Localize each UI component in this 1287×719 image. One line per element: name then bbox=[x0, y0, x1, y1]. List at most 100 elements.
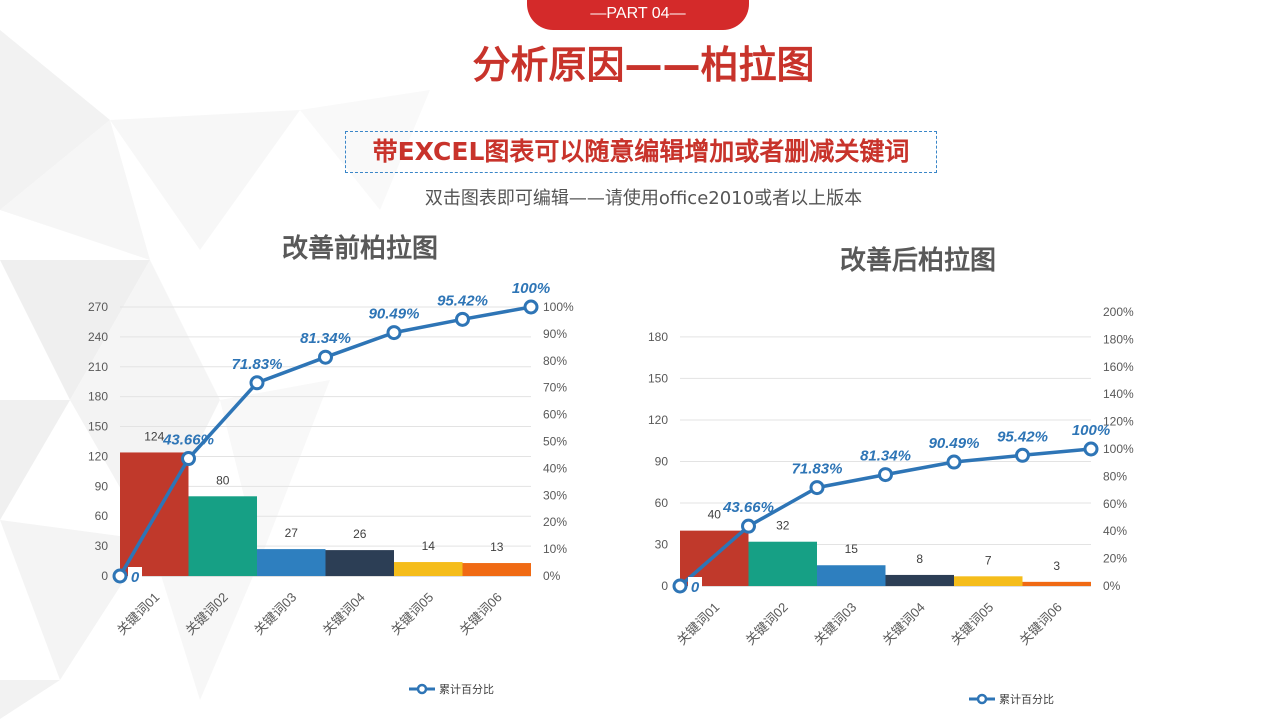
y-tick-label: 180 bbox=[88, 390, 108, 404]
y2-tick-label: 80% bbox=[543, 354, 567, 368]
bar bbox=[325, 550, 394, 576]
cumulative-label: 95.42% bbox=[437, 292, 488, 309]
part-tab: —PART 04— bbox=[527, 0, 749, 30]
y-tick-label: 60 bbox=[95, 509, 109, 523]
page-title: 分析原因——柏拉图 bbox=[472, 43, 815, 87]
cumulative-label: 90.49% bbox=[929, 435, 980, 452]
cumulative-label: 43.66% bbox=[722, 499, 774, 516]
y-tick-label: 90 bbox=[95, 479, 109, 493]
cumulative-label: 43.66% bbox=[162, 432, 214, 449]
bar-value-label: 26 bbox=[353, 527, 367, 541]
y-tick-label: 90 bbox=[655, 454, 669, 468]
y-tick-label: 30 bbox=[655, 537, 669, 551]
bar-value-label: 3 bbox=[1053, 559, 1060, 573]
cumulative-point bbox=[455, 311, 470, 327]
y-tick-label: 210 bbox=[88, 360, 108, 374]
cumulative-point bbox=[249, 375, 265, 391]
bar bbox=[954, 576, 1023, 586]
cumulative-label: 90.49% bbox=[369, 306, 420, 323]
y2-tick-label: 100% bbox=[1103, 442, 1134, 456]
cumulative-point bbox=[1015, 447, 1030, 463]
cumulative-label: 100% bbox=[1072, 422, 1110, 439]
cumulative-label: 100% bbox=[512, 280, 550, 297]
bar bbox=[257, 549, 326, 576]
y2-tick-label: 200% bbox=[1103, 305, 1134, 319]
category-label: 关键词03 bbox=[811, 600, 859, 648]
y-tick-label: 150 bbox=[648, 371, 668, 385]
cumulative-label: 0 bbox=[691, 579, 700, 596]
y2-tick-label: 80% bbox=[1103, 469, 1127, 483]
cumulative-point bbox=[318, 349, 333, 365]
y2-tick-label: 0% bbox=[1103, 579, 1121, 593]
bar bbox=[817, 565, 886, 586]
y2-tick-label: 20% bbox=[1103, 552, 1127, 566]
cumulative-point bbox=[878, 467, 893, 483]
subtitle-box: 带EXCEL图表可以随意编辑增加或者删减关键词 bbox=[345, 131, 937, 173]
bar-value-label: 15 bbox=[845, 542, 859, 556]
bar-value-label: 8 bbox=[916, 552, 923, 566]
bar-value-label: 40 bbox=[708, 508, 722, 522]
y2-tick-label: 60% bbox=[1103, 497, 1127, 511]
bar-value-label: 13 bbox=[490, 540, 504, 554]
cumulative-point bbox=[1083, 441, 1099, 457]
bar-value-label: 7 bbox=[985, 553, 992, 567]
y2-tick-label: 0% bbox=[543, 569, 561, 583]
y-tick-label: 180 bbox=[648, 330, 668, 344]
bar-value-label: 27 bbox=[285, 526, 299, 540]
category-label: 关键词01 bbox=[674, 600, 722, 648]
bar bbox=[394, 562, 463, 576]
y-tick-label: 30 bbox=[95, 539, 109, 553]
cumulative-point bbox=[112, 568, 128, 584]
y-tick-label: 0 bbox=[661, 579, 668, 593]
y-tick-label: 0 bbox=[101, 569, 108, 583]
bar-value-label: 124 bbox=[144, 429, 164, 443]
y2-tick-label: 50% bbox=[543, 435, 567, 449]
edit-note: 双击图表即可编辑——请使用office2010或者以上版本 bbox=[424, 188, 863, 209]
chart-title-before: 改善前柏拉图 bbox=[281, 234, 438, 264]
cumulative-point bbox=[386, 325, 402, 341]
cumulative-point bbox=[672, 578, 688, 594]
cumulative-point bbox=[946, 454, 962, 470]
y-tick-label: 150 bbox=[88, 420, 108, 434]
legend-marker-icon bbox=[416, 683, 428, 695]
y-tick-label: 270 bbox=[88, 300, 108, 314]
bar bbox=[188, 496, 257, 576]
y2-tick-label: 20% bbox=[543, 515, 567, 529]
cumulative-point bbox=[741, 518, 756, 534]
category-label: 关键词04 bbox=[879, 600, 927, 648]
cumulative-label: 0 bbox=[131, 569, 140, 586]
y2-tick-label: 120% bbox=[1103, 415, 1134, 429]
bar-value-label: 14 bbox=[422, 539, 436, 553]
category-label: 关键词06 bbox=[1016, 600, 1064, 648]
y-tick-label: 60 bbox=[655, 496, 669, 510]
bar bbox=[748, 541, 817, 586]
y-tick-label: 240 bbox=[88, 330, 108, 344]
cumulative-label: 71.83% bbox=[232, 356, 283, 373]
y2-tick-label: 180% bbox=[1103, 332, 1134, 346]
bar-value-label: 80 bbox=[216, 473, 230, 487]
cumulative-label: 81.34% bbox=[300, 330, 351, 347]
cumulative-point bbox=[523, 299, 539, 315]
cumulative-label: 71.83% bbox=[792, 461, 843, 478]
y2-tick-label: 100% bbox=[543, 300, 574, 314]
legend-marker-icon bbox=[976, 693, 988, 705]
bar-value-label: 32 bbox=[776, 519, 790, 533]
zero-label-bg bbox=[688, 577, 702, 595]
y2-tick-label: 60% bbox=[543, 408, 567, 422]
y-tick-label: 120 bbox=[88, 449, 108, 463]
cumulative-label: 81.34% bbox=[860, 448, 911, 465]
cumulative-point bbox=[809, 480, 825, 496]
category-label: 关键词02 bbox=[742, 600, 790, 648]
category-label: 关键词05 bbox=[948, 600, 996, 648]
y2-tick-label: 30% bbox=[543, 488, 567, 502]
bar bbox=[885, 574, 954, 586]
cumulative-label: 95.42% bbox=[997, 428, 1048, 445]
y2-tick-label: 70% bbox=[543, 381, 567, 395]
legend-label: 累计百分比 bbox=[439, 683, 494, 696]
y2-tick-label: 10% bbox=[543, 542, 567, 556]
y-tick-label: 120 bbox=[648, 413, 668, 427]
y2-tick-label: 40% bbox=[1103, 524, 1127, 538]
chart-title-after: 改善后柏拉图 bbox=[839, 246, 996, 276]
